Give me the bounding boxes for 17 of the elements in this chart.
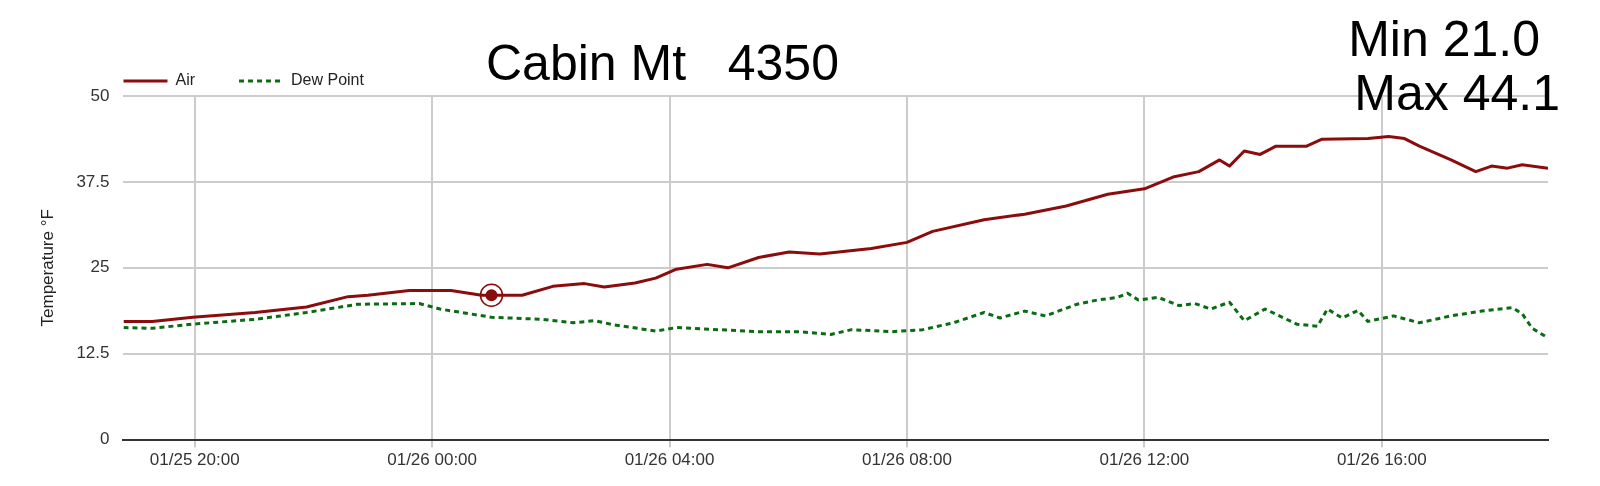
legend-label: Dew Point <box>291 71 365 89</box>
y-axis-title: Temperature °F <box>37 209 57 327</box>
x-tick-label: 01/26 16:00 <box>1336 450 1427 470</box>
y-tick-label: 0 <box>100 429 110 449</box>
text: Min 21.0 <box>1348 11 1540 67</box>
y-tick-label: 12.5 <box>76 343 110 363</box>
y-tick-label: 37.5 <box>76 171 110 191</box>
x-tick-label: 01/26 12:00 <box>1099 450 1190 470</box>
x-tick-label: 01/26 00:00 <box>387 450 478 470</box>
annotation: Max 44.1 <box>1354 65 1560 121</box>
x-tick-label: 01/26 04:00 <box>624 450 715 470</box>
x-tick-label: 01/25 20:00 <box>149 450 240 470</box>
y-tick-label: 50 <box>90 85 110 105</box>
chart-title: Cabin Mt 4350 <box>486 35 839 91</box>
y-tick-label: 25 <box>90 257 110 277</box>
legend-label: Air <box>175 71 196 89</box>
x-tick-label: 01/26 08:00 <box>862 450 952 470</box>
